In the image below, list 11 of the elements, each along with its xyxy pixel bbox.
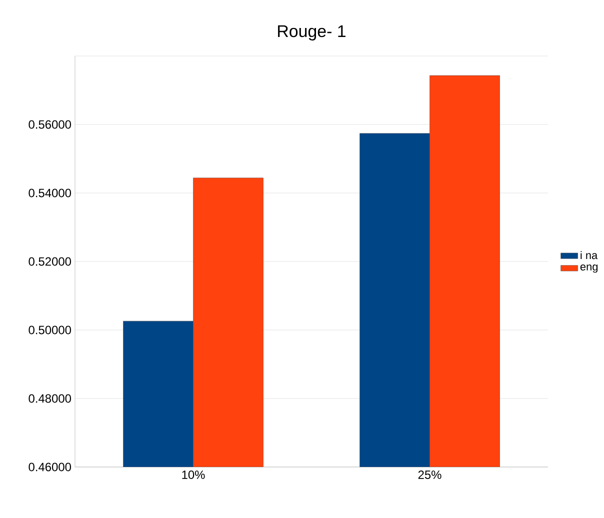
legend-label: eng [580,264,598,273]
y-tick-label: 0.56000 [28,120,72,129]
y-tick-label: 0.52000 [28,257,72,266]
y-tick-label: 0.48000 [28,394,72,403]
y-tick-label: 0.46000 [28,462,72,472]
x-tick-label: 25% [418,470,442,479]
y-tick-label: 0.50000 [28,326,72,334]
legend-label: i na [580,251,598,260]
x-tick-label: 10% [182,470,205,479]
chart-title: Rouge- 1 [278,25,346,40]
y-tick-label: 0.54000 [28,188,72,198]
